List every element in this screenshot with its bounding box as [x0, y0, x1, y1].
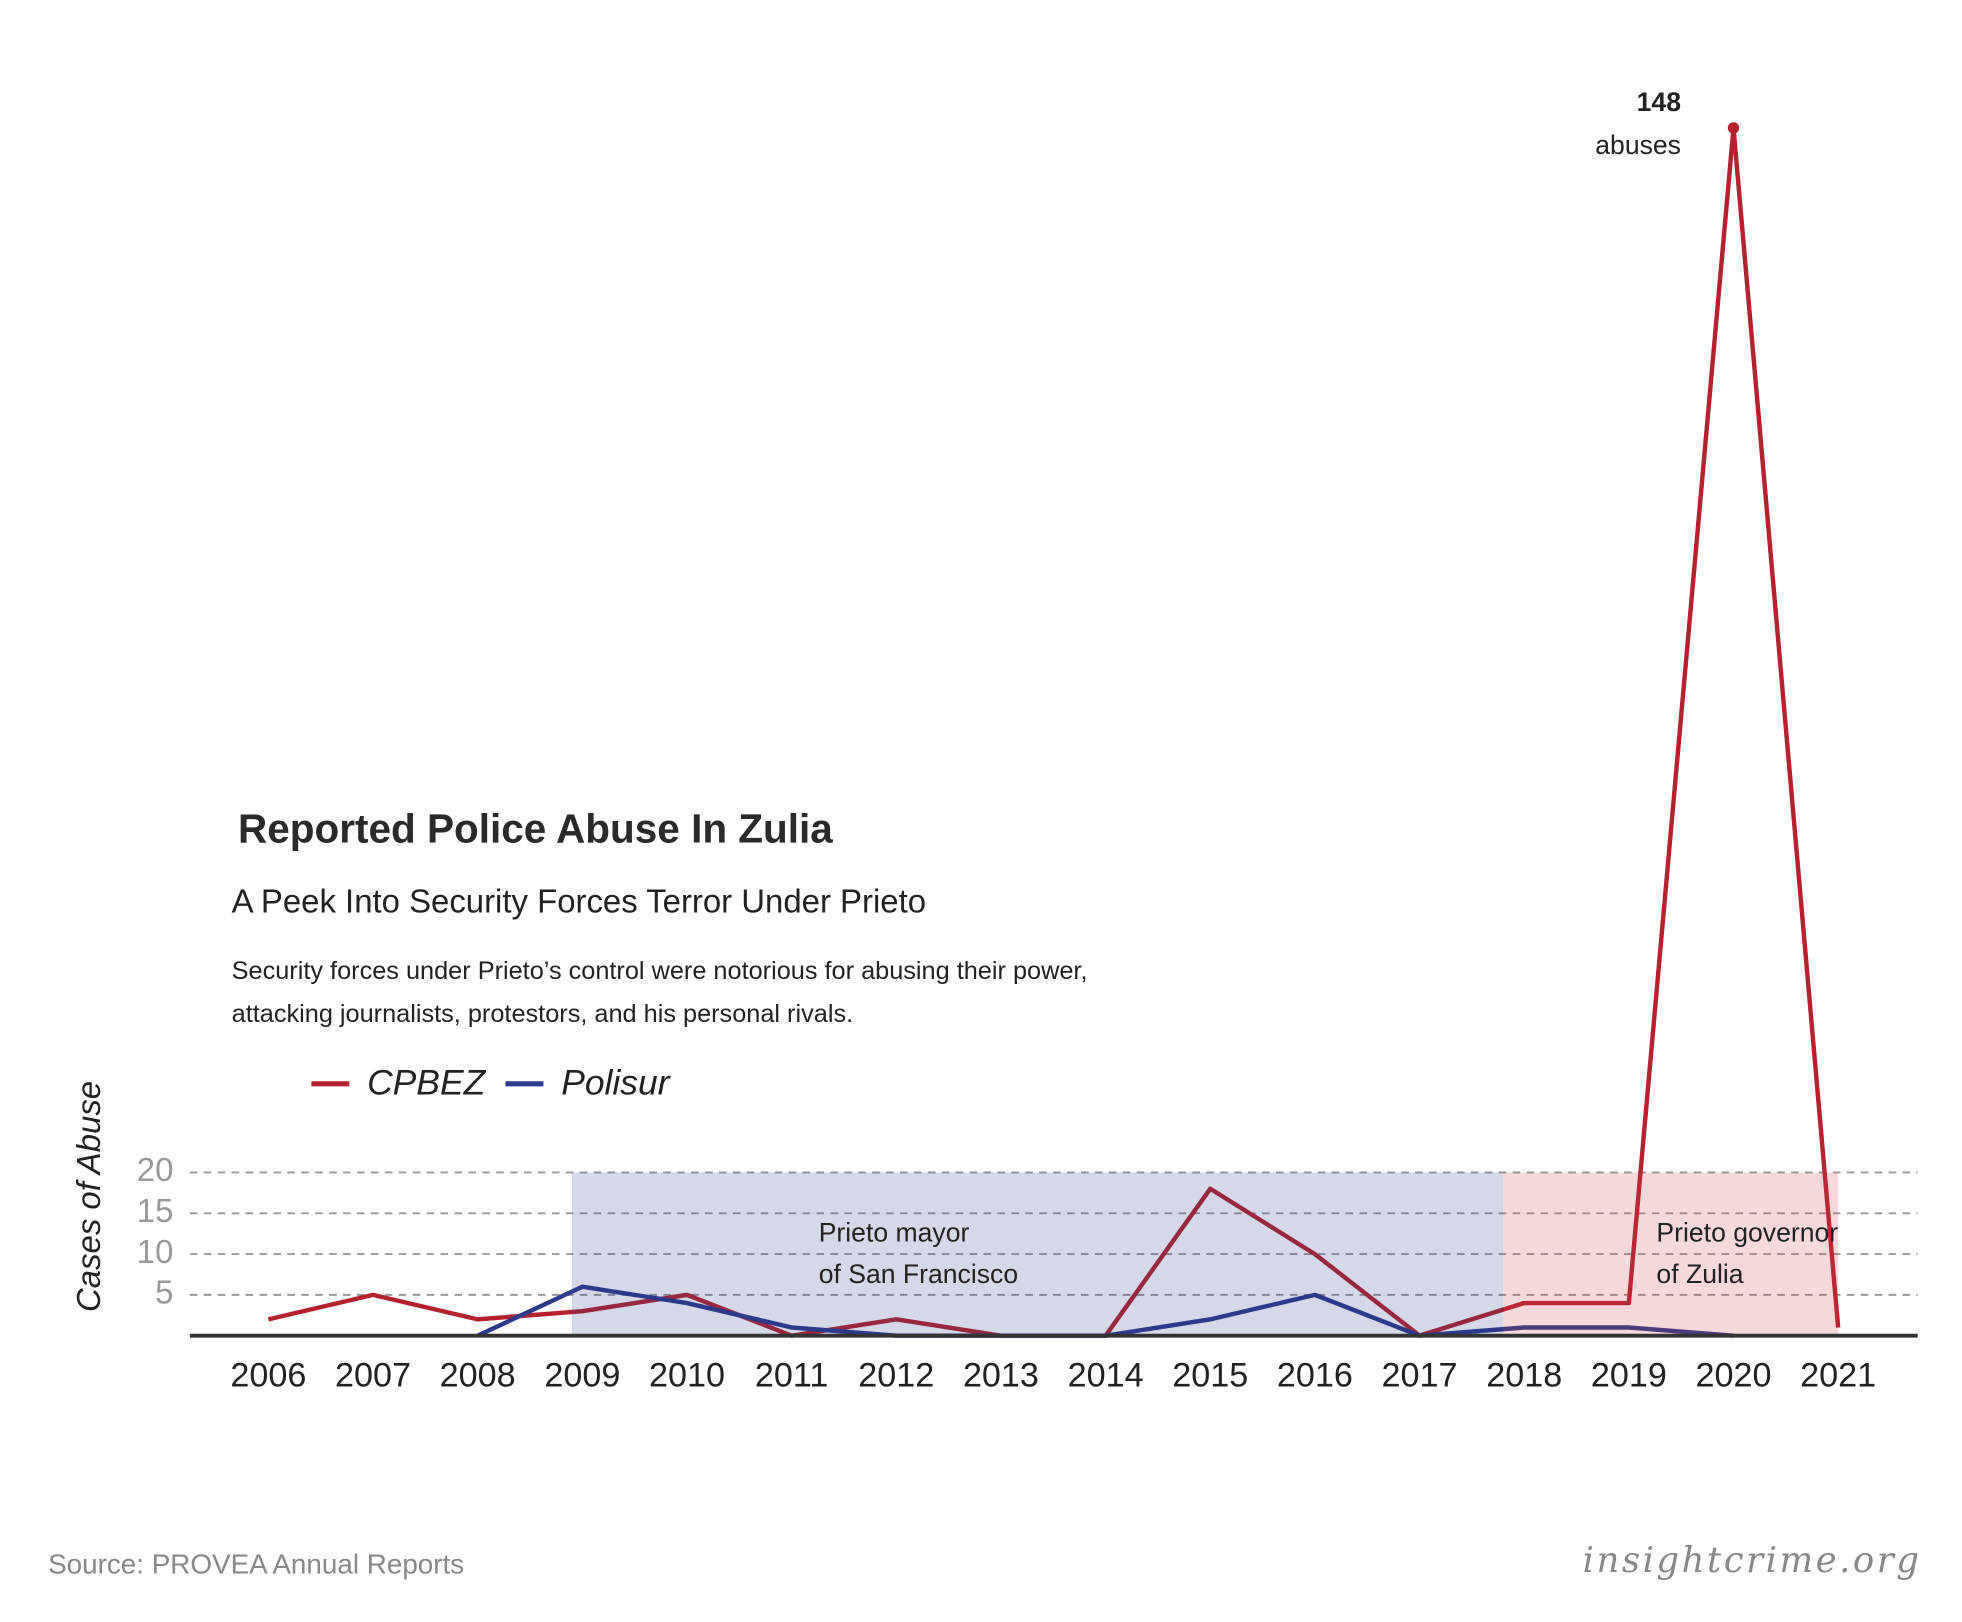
- annotation: abuses: [1595, 130, 1681, 160]
- x-tick-label: 2013: [963, 1356, 1039, 1394]
- span-label: of Zulia: [1656, 1259, 1743, 1289]
- series-line: [267, 125, 1841, 1338]
- description: Security forces under Prieto’s control w…: [232, 957, 1088, 985]
- chart-subtitle: A Peek Into Security Forces Terror Under…: [232, 883, 926, 920]
- x-tick-label: 2020: [1696, 1356, 1772, 1394]
- x-tick-label: 2007: [335, 1356, 411, 1394]
- description: attacking journalists, protestors, and h…: [232, 1000, 853, 1028]
- x-tick-label: 2008: [440, 1356, 516, 1394]
- y-tick-label: 20: [137, 1151, 174, 1188]
- x-tick-label: 2006: [230, 1356, 306, 1394]
- legend-label: Polisur: [561, 1062, 671, 1102]
- x-tick-label: 2021: [1800, 1356, 1876, 1394]
- x-tick-label: 2009: [544, 1356, 620, 1394]
- period-span: [571, 1172, 1504, 1336]
- y-tick-label: 15: [137, 1192, 174, 1229]
- peak-dot: [1727, 122, 1740, 134]
- legend-label: CPBEZ: [367, 1062, 487, 1102]
- annotation: 148: [1637, 87, 1681, 117]
- x-tick-label: 2017: [1382, 1356, 1458, 1394]
- x-tick-label: 2018: [1486, 1356, 1562, 1394]
- x-tick-label: 2016: [1277, 1356, 1353, 1394]
- source: Source: PROVEA Annual Reports: [48, 1548, 464, 1579]
- x-tick-label: 2012: [858, 1356, 934, 1394]
- period-span: [1503, 1172, 1839, 1336]
- chart-title: Reported Police Abuse In Zulia: [238, 806, 833, 852]
- span-label: of San Francisco: [819, 1259, 1018, 1289]
- brand: insightcrime.org: [1583, 1540, 1922, 1581]
- span-label: Prieto mayor: [819, 1217, 970, 1247]
- y-axis-title: Cases of Abuse: [70, 1081, 107, 1312]
- x-tick-label: 2014: [1068, 1356, 1144, 1394]
- y-tick-label: 5: [155, 1274, 173, 1311]
- y-tick-label: 10: [137, 1233, 174, 1270]
- x-tick-label: 2019: [1591, 1356, 1667, 1394]
- x-tick-label: 2015: [1172, 1356, 1248, 1394]
- x-tick-label: 2011: [755, 1356, 828, 1394]
- x-tick-label: 2010: [649, 1356, 725, 1394]
- span-label: Prieto governor: [1656, 1217, 1838, 1247]
